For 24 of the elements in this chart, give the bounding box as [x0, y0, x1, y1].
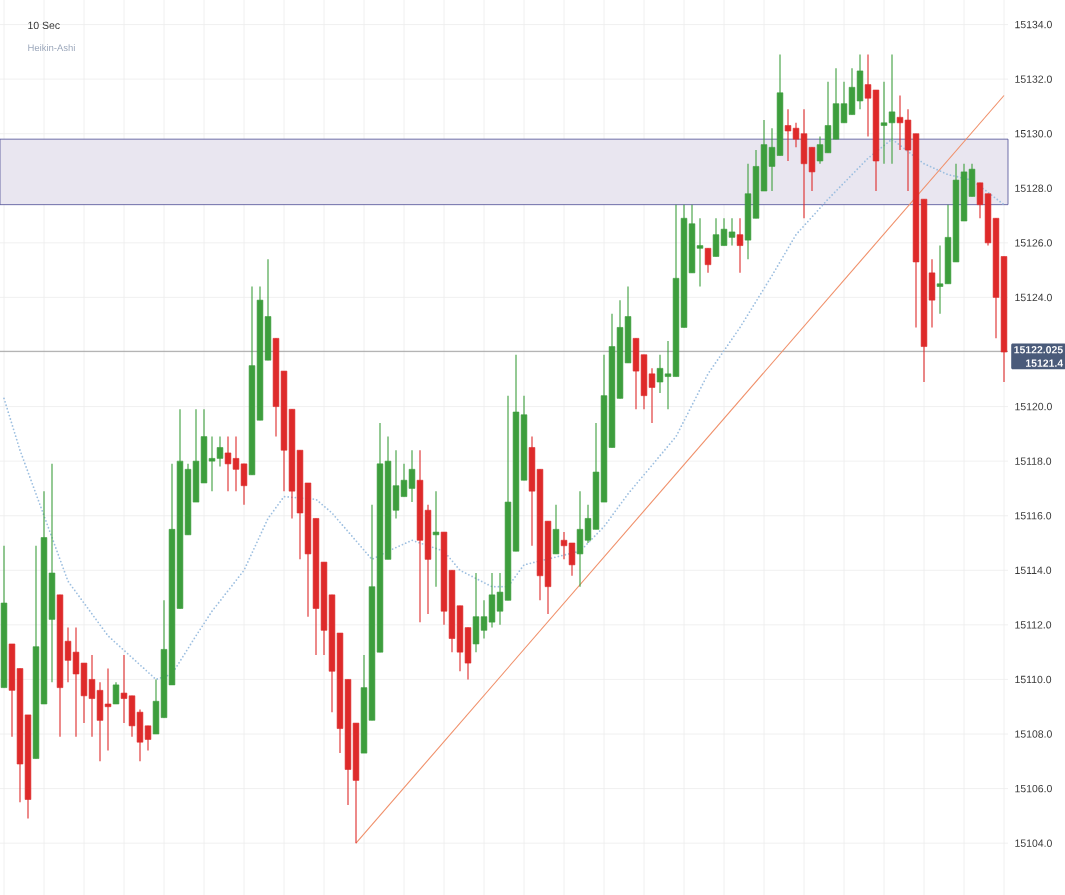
y-tick-label: 15104.0	[1015, 839, 1052, 847]
candlestick	[432, 490, 440, 588]
y-tick-label: 15116.0	[1015, 512, 1052, 520]
y-tick-label: 15112.0	[1015, 621, 1052, 629]
candlestick	[112, 681, 120, 705]
candlestick	[736, 217, 744, 274]
y-tick-label: 15118.0	[1015, 457, 1052, 465]
candlestick	[704, 247, 712, 274]
text: 15121.4	[1026, 359, 1064, 367]
y-tick-label: 15120.0	[1015, 402, 1052, 411]
y-tick-label: 15132.0	[1015, 75, 1052, 83]
y-tick-label: 15124.0	[1015, 293, 1052, 302]
y-tick-label: 15130.0	[1015, 130, 1052, 138]
text: 10 Sec	[28, 21, 60, 30]
y-tick-label: 15128.0	[1015, 184, 1052, 192]
y-tick-label: 15114.0	[1015, 566, 1052, 574]
y-tick-label: 15108.0	[1015, 730, 1052, 738]
ref-line-label: 15122.025	[1014, 346, 1063, 354]
text: Heikin-Ashi	[28, 44, 75, 52]
y-tick-label: 15126.0	[1015, 239, 1052, 247]
y-tick-label: 15106.0	[1015, 784, 1052, 793]
line-series	[3, 138, 1005, 681]
y-tick-label: 15110.0	[1015, 675, 1052, 684]
y-tick-label: 15134.0	[1015, 20, 1052, 29]
